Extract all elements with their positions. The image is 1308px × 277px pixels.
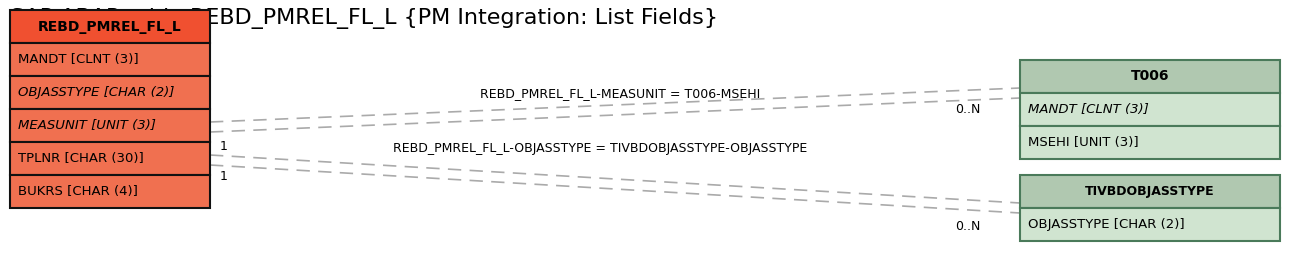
- Text: T006: T006: [1130, 70, 1169, 83]
- FancyBboxPatch shape: [10, 109, 211, 142]
- Text: 1: 1: [220, 170, 228, 183]
- Text: SAP ABAP table REBD_PMREL_FL_L {PM Integration: List Fields}: SAP ABAP table REBD_PMREL_FL_L {PM Integ…: [10, 8, 718, 29]
- Text: BUKRS [CHAR (4)]: BUKRS [CHAR (4)]: [18, 185, 137, 198]
- Text: 0..N: 0..N: [955, 220, 980, 233]
- FancyBboxPatch shape: [10, 10, 211, 43]
- FancyBboxPatch shape: [1020, 175, 1281, 208]
- Text: TPLNR [CHAR (30)]: TPLNR [CHAR (30)]: [18, 152, 144, 165]
- FancyBboxPatch shape: [10, 142, 211, 175]
- Text: OBJASSTYPE [CHAR (2)]: OBJASSTYPE [CHAR (2)]: [1028, 218, 1185, 231]
- Text: MANDT [CLNT (3)]: MANDT [CLNT (3)]: [18, 53, 139, 66]
- Text: OBJASSTYPE [CHAR (2)]: OBJASSTYPE [CHAR (2)]: [18, 86, 174, 99]
- Text: 0..N: 0..N: [955, 103, 980, 116]
- Text: MEASUNIT [UNIT (3)]: MEASUNIT [UNIT (3)]: [18, 119, 156, 132]
- Text: REBD_PMREL_FL_L: REBD_PMREL_FL_L: [38, 19, 182, 34]
- FancyBboxPatch shape: [1020, 93, 1281, 126]
- FancyBboxPatch shape: [10, 175, 211, 208]
- FancyBboxPatch shape: [10, 43, 211, 76]
- Text: TIVBDOBJASSTYPE: TIVBDOBJASSTYPE: [1086, 185, 1215, 198]
- Text: MSEHI [UNIT (3)]: MSEHI [UNIT (3)]: [1028, 136, 1139, 149]
- Text: MANDT [CLNT (3)]: MANDT [CLNT (3)]: [1028, 103, 1148, 116]
- Text: REBD_PMREL_FL_L-OBJASSTYPE = TIVBDOBJASSTYPE-OBJASSTYPE: REBD_PMREL_FL_L-OBJASSTYPE = TIVBDOBJASS…: [392, 142, 807, 155]
- FancyBboxPatch shape: [1020, 208, 1281, 241]
- FancyBboxPatch shape: [10, 76, 211, 109]
- FancyBboxPatch shape: [1020, 60, 1281, 93]
- Text: 1: 1: [220, 140, 228, 153]
- Text: REBD_PMREL_FL_L-MEASUNIT = T006-MSEHI: REBD_PMREL_FL_L-MEASUNIT = T006-MSEHI: [480, 87, 760, 100]
- FancyBboxPatch shape: [1020, 126, 1281, 159]
